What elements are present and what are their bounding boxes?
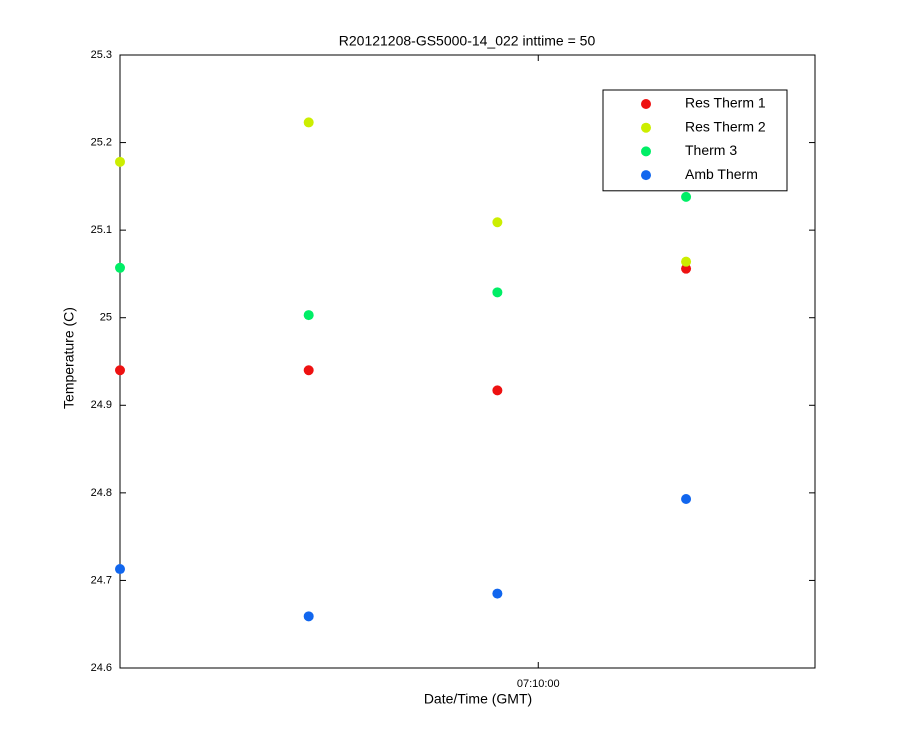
legend-label: Therm 3 [685,142,737,158]
x-tick-label: 07:10:00 [517,678,560,690]
data-point [303,611,314,622]
data-point [681,263,692,274]
legend-marker [641,146,651,157]
data-point [492,287,503,298]
y-tick-label: 24.8 [91,487,112,499]
data-point [492,385,503,396]
legend-label: Amb Therm [685,166,758,182]
y-tick-label: 24.6 [91,662,112,674]
data-point [492,588,503,599]
legend-marker [641,99,651,109]
data-point [115,262,125,273]
legend [602,89,788,192]
y-tick-label: 25.2 [91,136,112,148]
legend-label: Res Therm 1 [685,95,766,111]
data-point [115,365,125,376]
x-axis-label: Date/Time (GMT) [424,691,532,707]
data-point [303,365,314,376]
data-point [681,493,692,504]
data-point [303,117,314,128]
data-point [492,217,503,228]
chart-title: R20121208-GS5000-14_022 inttime = 50 [339,33,596,49]
data-point [303,310,314,321]
y-tick-label: 24.9 [91,399,112,411]
data-point [681,191,692,202]
legend-label: Res Therm 2 [685,118,766,134]
y-tick-label: 25 [100,312,112,324]
data-point [681,256,692,267]
legend-marker [641,170,651,181]
y-tick-label: 25.3 [91,49,112,61]
y-tick-label: 24.7 [91,574,112,586]
legend-marker [641,122,651,133]
data-point [115,156,125,167]
data-point [115,564,125,575]
y-axis-label: Temperature (C) [61,307,77,409]
y-tick-label: 25.1 [91,224,112,236]
